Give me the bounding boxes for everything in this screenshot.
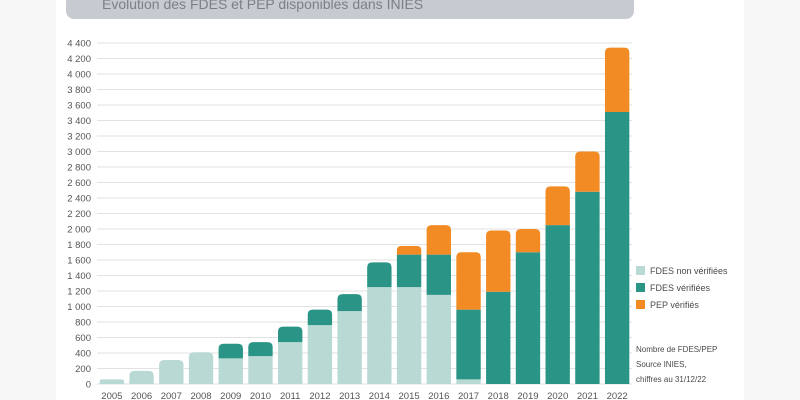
bar-segment-non_verifiees: [367, 287, 392, 384]
y-tick-label: 800: [75, 318, 91, 329]
bar-segment-pep: [426, 225, 451, 255]
source-line: chiffres au 31/12/22: [636, 375, 707, 384]
legend-item-verifiees: FDES vérifiées: [636, 279, 756, 296]
x-tick-label: 2020: [547, 391, 568, 400]
bar-segment-verifiees: [575, 191, 600, 384]
bar-segment-pep: [604, 47, 630, 112]
bar-segment-verifiees: [604, 111, 630, 384]
x-tick-label: 2022: [607, 391, 628, 400]
legend-swatch: [636, 300, 645, 309]
bar-segment-non_verifiees: [188, 352, 214, 384]
y-tick-label: 2 400: [67, 194, 91, 205]
source-line: Nombre de FDES/PEP: [636, 345, 718, 354]
x-tick-label: 2013: [339, 391, 360, 400]
bar-segment-verifiees: [426, 254, 451, 295]
source-note: Nombre de FDES/PEP Source INIES, chiffre…: [636, 342, 756, 387]
y-tick-label: 3 600: [67, 101, 91, 112]
y-tick-label: 1 200: [67, 287, 91, 298]
chart-title: Evolution des FDES et PEP disponibles da…: [102, 0, 424, 12]
x-tick-label: 2017: [458, 391, 479, 400]
bar-segment-non_verifiees: [248, 356, 273, 384]
bar-segment-verifiees: [515, 252, 541, 384]
bar-segment-non_verifiees: [278, 342, 303, 384]
bar-segment-non_verifiees: [337, 311, 362, 384]
bar-segment-non_verifiees: [307, 325, 333, 384]
bar-segment-pep: [575, 151, 600, 192]
x-tick-label: 2012: [309, 391, 330, 400]
y-tick-label: 3 200: [67, 132, 91, 143]
y-tick-label: 1 400: [67, 271, 91, 282]
x-tick-label: 2015: [399, 391, 420, 400]
x-tick-label: 2005: [101, 391, 122, 400]
y-tick-label: 4 400: [67, 39, 91, 50]
legend-item-pep: PEP vérifiés: [636, 296, 756, 313]
y-tick-label: 3 000: [67, 147, 91, 158]
bar-segment-pep: [486, 230, 511, 292]
x-tick-label: 2018: [488, 391, 509, 400]
x-tick-label: 2021: [577, 391, 598, 400]
x-tick-label: 2006: [131, 391, 152, 400]
legend-label: PEP vérifiés: [650, 299, 699, 310]
bar-segment-pep: [396, 246, 422, 255]
y-tick-label: 0: [86, 380, 91, 391]
bar-segment-verifiees: [396, 254, 422, 288]
x-tick-label: 2008: [190, 391, 211, 400]
y-tick-label: 4 200: [67, 54, 91, 65]
y-tick-label: 600: [75, 333, 91, 344]
y-tick-label: 3 800: [67, 85, 91, 96]
y-tick-label: 400: [75, 349, 91, 360]
bar-segment-verifiees: [248, 342, 273, 357]
legend-item-non-verifiees: FDES non vérifiées: [636, 262, 756, 279]
y-tick-label: 2 000: [67, 225, 91, 236]
bar-segment-pep: [515, 229, 541, 253]
x-tick-label: 2010: [250, 391, 271, 400]
bar-segment-verifiees: [456, 309, 481, 380]
legend: FDES non vérifiées FDES vérifiées PEP vé…: [636, 262, 756, 313]
bar-segment-non_verifiees: [129, 370, 154, 384]
bar-segment-non_verifiees: [99, 379, 125, 384]
legend-label: FDES non vérifiées: [650, 265, 728, 276]
y-tick-label: 2 200: [67, 209, 91, 220]
bar-segment-verifiees: [278, 326, 303, 343]
y-tick-label: 1 000: [67, 302, 91, 313]
bar-segment-verifiees: [307, 309, 333, 326]
bar-segment-pep: [545, 186, 570, 226]
y-tick-label: 4 000: [67, 70, 91, 81]
x-tick-label: 2019: [517, 391, 538, 400]
y-tick-label: 1 800: [67, 240, 91, 251]
title-banner: Evolution des FDES et PEP disponibles da…: [66, 0, 634, 19]
x-tick-label: 2014: [369, 391, 390, 400]
bar-segment-verifiees: [545, 225, 570, 384]
x-tick-label: 2011: [280, 391, 300, 400]
source-line: Source INIES,: [636, 360, 687, 369]
bar-segment-non_verifiees: [396, 287, 422, 384]
bar-segment-non_verifiees: [218, 358, 243, 384]
bar-segment-verifiees: [486, 291, 511, 384]
legend-label: FDES vérifiées: [650, 282, 711, 293]
x-tick-label: 2009: [220, 391, 241, 400]
bar-segment-pep: [456, 252, 481, 310]
legend-swatch: [636, 283, 645, 292]
y-tick-label: 2 600: [67, 178, 91, 189]
x-tick-label: 2016: [428, 391, 449, 400]
bar-segment-non_verifiees: [159, 359, 184, 384]
bar-segment-non_verifiees: [426, 294, 451, 384]
y-tick-label: 200: [75, 364, 91, 375]
bar-segment-non_verifiees: [456, 379, 481, 384]
legend-swatch: [636, 266, 645, 275]
bar-segment-verifiees: [218, 343, 243, 359]
bar-segment-verifiees: [367, 262, 392, 288]
bar-segment-verifiees: [337, 294, 362, 312]
y-tick-label: 2 800: [67, 163, 91, 174]
y-tick-label: 1 600: [67, 256, 91, 267]
y-tick-label: 3 400: [67, 116, 91, 127]
x-tick-label: 2007: [161, 391, 182, 400]
